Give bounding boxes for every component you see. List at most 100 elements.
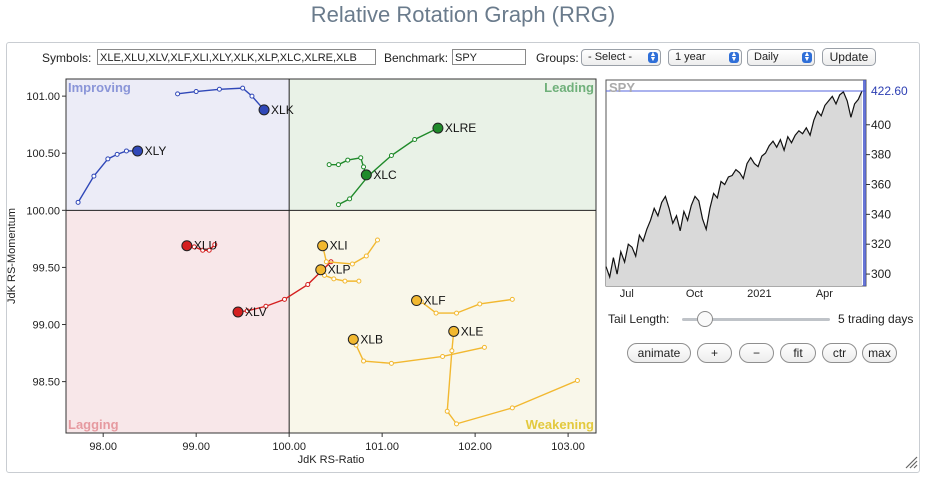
fit-button[interactable]: fit [780,343,816,363]
tail-point [91,173,97,179]
tail-length-label: Tail Length: [608,312,670,326]
update-button[interactable]: Update [822,48,876,66]
tail-point [175,91,181,97]
tail-xlc: XLC [326,155,397,182]
tail-xlu: XLU [181,239,218,253]
tail-point [449,348,455,354]
resize-handle-icon[interactable] [904,455,918,469]
x-axis-label: JdK RS-Ratio [298,454,365,466]
tail-point [347,196,353,202]
tail-point [212,242,218,248]
y-tick-label: 100.50 [26,148,60,160]
benchmark-label: Benchmark: [384,51,449,65]
tail-point [388,153,394,159]
tail-point [326,162,332,168]
tail-length-slider-handle[interactable] [697,311,713,327]
tail-xlre: XLRE [335,121,476,208]
tail-point [440,353,446,359]
animate-button[interactable]: animate [627,343,691,363]
head-point [317,240,329,252]
period-select[interactable]: 1 year ▲ ▼ [668,49,742,66]
tail-point [361,358,367,364]
head-point [411,295,423,307]
tail-point [481,344,487,350]
y-tick-label: 99.00 [32,320,60,332]
zoom-in-button[interactable]: + [697,343,732,363]
interval-select-value: Daily [754,51,779,63]
x-tick-label: 101.00 [365,441,399,453]
head-point [432,122,444,134]
tail-xli: XLI [317,237,380,267]
tail-xlk: XLK [175,85,294,117]
quadrant-lagging [66,210,290,433]
symbol-label: XLU [194,239,217,253]
tail-point [358,155,364,161]
quadrant-leading [289,79,596,211]
tail-xlp: XLP [315,263,362,284]
tail-xly: XLY [75,144,167,205]
select-arrows-icon: ▲ ▼ [648,51,658,63]
head-point [132,145,144,157]
symbol-label: XLK [271,103,294,117]
x-tick-label: 99.00 [182,441,210,453]
y-tick-label: 98.50 [32,377,60,389]
tail-point [356,278,362,284]
tail-point [363,253,369,259]
groups-select[interactable]: - Select - ▲ ▼ [581,49,661,66]
head-point [181,240,193,252]
tail-line [446,331,578,425]
zoom-out-button[interactable]: − [739,343,774,363]
tail-point [454,421,460,427]
quadrant-improving [66,79,290,211]
symbol-label: XLB [360,332,383,346]
tail-point [114,151,120,157]
head-point [448,325,460,337]
head-point [258,104,270,116]
tail-point [412,137,418,143]
tail-point [191,244,197,250]
max-button[interactable]: max [862,343,897,363]
quadrant-label-leading: Leading [544,80,594,95]
x-tick-label: 100.00 [272,441,306,453]
y-tick-label: 101.00 [26,91,60,103]
symbol-label: XLV [245,305,267,319]
interval-select[interactable]: Daily ▲ ▼ [747,49,815,66]
symbol-label: XLE [461,324,484,338]
tail-point [200,247,206,253]
select-arrows-icon: ▲ ▼ [802,51,812,63]
tail-point [444,408,450,414]
tail-xle: XLE [444,324,580,427]
tail-point [477,301,483,307]
tail-point [433,310,439,316]
symbol-label: XLY [145,144,167,158]
y-axis-label: JdK RS-Momentum [6,208,18,304]
tail-point [509,296,515,302]
tail-point [282,296,288,302]
tail-point [454,310,460,316]
quadrant-label-improving: Improving [68,80,131,95]
tail-point [509,405,515,411]
benchmark-input[interactable]: SPY [452,49,526,65]
y-tick-label: 100.00 [26,205,60,217]
x-tick-label: 103.00 [551,441,585,453]
tail-point [105,156,111,162]
tail-point [349,261,355,267]
symbol-label: XLC [373,168,397,182]
tail-point [216,86,222,92]
tail-point [75,199,81,205]
center-button[interactable]: ctr [822,343,857,363]
tail-point [249,93,255,99]
plot-frame [65,78,597,434]
tail-point [335,162,341,168]
select-arrows-icon: ▲ ▼ [729,51,739,63]
tail-point [388,360,394,366]
symbols-input[interactable]: XLE,XLU,XLV,XLF,XLI,XLY,XLK,XLP,XLC,XLRE… [97,49,376,65]
y-tick-label: 99.50 [32,262,60,274]
tail-point [305,282,311,288]
tail-length-value: 5 trading days [838,312,914,326]
tail-point [123,148,129,154]
tail-length-slider[interactable] [682,318,830,321]
groups-select-value: - Select - [588,51,633,63]
tail-point [345,157,351,163]
